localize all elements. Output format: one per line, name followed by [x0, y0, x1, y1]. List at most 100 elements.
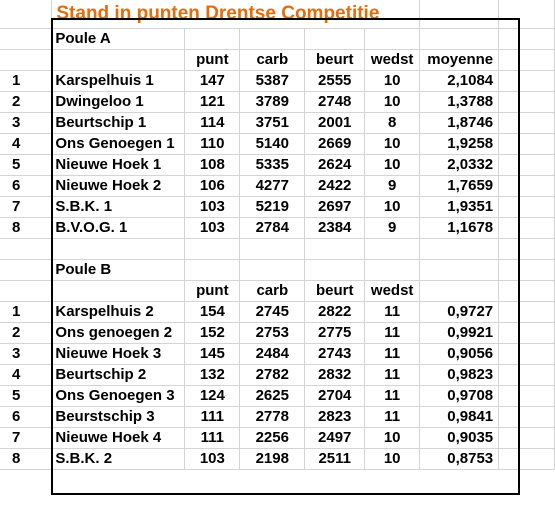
beurt-cell: 2511: [304, 448, 366, 470]
wedst-cell: 10: [364, 448, 421, 470]
empty-cell: [419, 0, 500, 29]
rank-cell: 1: [0, 301, 53, 323]
team-name-cell: S.B.K. 1: [51, 196, 186, 218]
table-row: 3 Beurtschip 1 114 3751 2001 8 1,8746: [0, 112, 555, 134]
moyenne-cell: 0,9841: [419, 406, 500, 428]
empty-cell: [498, 427, 555, 449]
empty-cell: [364, 259, 421, 281]
moyenne-cell: 1,3788: [419, 91, 500, 113]
wedst-cell: 9: [364, 217, 421, 239]
moyenne-cell: 0,9921: [419, 322, 500, 344]
rank-cell: 7: [0, 427, 53, 449]
punt-cell: 114: [184, 112, 241, 134]
punt-cell: 103: [184, 196, 241, 218]
carb-cell: 2782: [239, 364, 306, 386]
rank-cell: 1: [0, 70, 53, 92]
moyenne-cell: 0,9035: [419, 427, 500, 449]
empty-cell: [304, 238, 366, 260]
punt-cell: 154: [184, 301, 241, 323]
punt-cell: 103: [184, 448, 241, 470]
team-name-cell: Beurstschip 3: [51, 406, 186, 428]
wedst-cell: 10: [364, 70, 421, 92]
empty-cell: [419, 28, 500, 50]
empty-cell: [498, 343, 555, 365]
moyenne-cell: 1,1678: [419, 217, 500, 239]
team-name-cell: Nieuwe Hoek 2: [51, 175, 186, 197]
beurt-cell: 2001: [304, 112, 366, 134]
team-name-cell: Ons genoegen 2: [51, 322, 186, 344]
moyenne-cell: 0,9056: [419, 343, 500, 365]
table-row: 2 Dwingeloo 1 121 3789 2748 10 1,3788: [0, 91, 555, 113]
title-row: Stand in punten Drentse Competitie: [0, 0, 555, 29]
empty-cell: [239, 28, 306, 50]
team-name-cell: Nieuwe Hoek 3: [51, 343, 186, 365]
wedst-cell: 11: [364, 343, 421, 365]
carb-cell: 2778: [239, 406, 306, 428]
rank-cell: 2: [0, 322, 53, 344]
team-name-cell: S.B.K. 2: [51, 448, 186, 470]
carb-cell: 2784: [239, 217, 306, 239]
empty-cell: [239, 259, 306, 281]
empty-cell: [498, 70, 555, 92]
punt-cell: 103: [184, 217, 241, 239]
punt-cell: 124: [184, 385, 241, 407]
team-name-cell: B.V.O.G. 1: [51, 217, 186, 239]
carb-cell: 2753: [239, 322, 306, 344]
empty-cell: [498, 385, 555, 407]
wedst-cell: 8: [364, 112, 421, 134]
carb-cell: 2625: [239, 385, 306, 407]
table-row: 5 Nieuwe Hoek 1 108 5335 2624 10 2,0332: [0, 154, 555, 176]
table-row: 7 S.B.K. 1 103 5219 2697 10 1,9351: [0, 196, 555, 218]
column-header-wedst: wedst: [364, 49, 421, 71]
carb-cell: 3789: [239, 91, 306, 113]
carb-cell: 2256: [239, 427, 306, 449]
column-header-punt: punt: [184, 49, 241, 71]
poule-b-header-row: punt carb beurt wedst: [0, 280, 555, 302]
wedst-cell: 11: [364, 364, 421, 386]
carb-cell: 5219: [239, 196, 306, 218]
team-name-cell: Ons Genoegen 1: [51, 133, 186, 155]
beurt-cell: 2775: [304, 322, 366, 344]
beurt-cell: 2422: [304, 175, 366, 197]
column-header-punt: punt: [184, 280, 241, 302]
wedst-cell: 11: [364, 301, 421, 323]
carb-cell: 2198: [239, 448, 306, 470]
empty-cell: [498, 49, 555, 71]
moyenne-cell: 0,8753: [419, 448, 500, 470]
beurt-cell: 2384: [304, 217, 366, 239]
beurt-cell: 2555: [304, 70, 366, 92]
table-row: 8 S.B.K. 2 103 2198 2511 10 0,8753: [0, 448, 555, 470]
table-row: 4 Beurtschip 2 132 2782 2832 11 0,9823: [0, 364, 555, 386]
empty-cell: [498, 259, 555, 281]
moyenne-cell: 1,7659: [419, 175, 500, 197]
rank-cell: 4: [0, 133, 53, 155]
empty-cell: [498, 280, 555, 302]
punt-cell: 108: [184, 154, 241, 176]
standings-sheet: Stand in punten Drentse Competitie Poule …: [0, 0, 555, 470]
table-row: 1 Karspelhuis 2 154 2745 2822 11 0,9727: [0, 301, 555, 323]
empty-cell: [184, 238, 241, 260]
sheet-title: Stand in punten Drentse Competitie: [51, 0, 421, 29]
moyenne-cell: 0,9708: [419, 385, 500, 407]
moyenne-cell: 1,9258: [419, 133, 500, 155]
empty-cell: [498, 406, 555, 428]
rank-cell: 2: [0, 91, 53, 113]
empty-cell: [498, 301, 555, 323]
poule-b-label: Poule B: [51, 259, 186, 281]
empty-cell: [498, 91, 555, 113]
rank-cell: 4: [0, 364, 53, 386]
carb-cell: 5140: [239, 133, 306, 155]
punt-cell: 147: [184, 70, 241, 92]
empty-cell: [184, 28, 241, 50]
empty-cell: [304, 28, 366, 50]
poule-a-header-row: punt carb beurt wedst moyenne: [0, 49, 555, 71]
column-header-moyenne: moyenne: [419, 49, 500, 71]
empty-cell: [498, 133, 555, 155]
beurt-cell: 2832: [304, 364, 366, 386]
empty-cell: [498, 112, 555, 134]
empty-cell: [498, 28, 555, 50]
punt-cell: 132: [184, 364, 241, 386]
team-name-cell: Dwingeloo 1: [51, 91, 186, 113]
beurt-cell: 2823: [304, 406, 366, 428]
empty-cell: [0, 0, 53, 29]
